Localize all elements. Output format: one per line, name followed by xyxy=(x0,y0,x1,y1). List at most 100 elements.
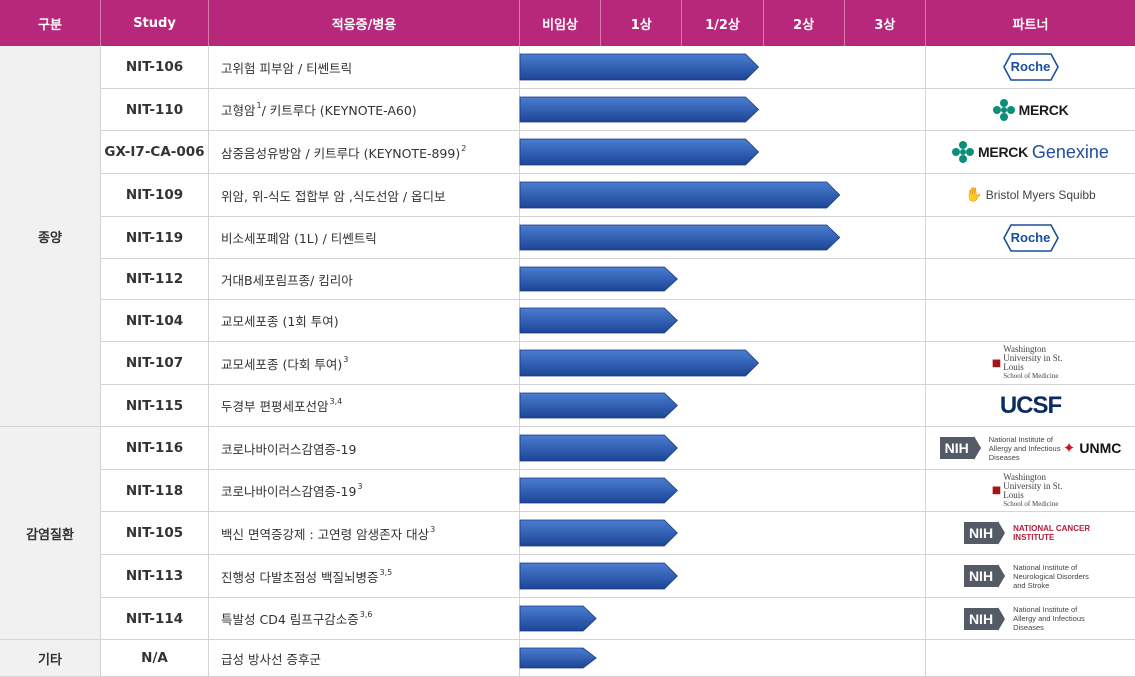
indication-text: 백신 면역증강제 : 고연령 암생존자 대상 xyxy=(221,526,430,542)
partner-cell: NIH National Institute of Neurological Di… xyxy=(926,555,1135,597)
partner-cell: ✋ Bristol Myers Squibb xyxy=(926,174,1135,216)
partner-name: UCSF xyxy=(999,391,1062,419)
phase-cell xyxy=(519,512,926,554)
progress-bar xyxy=(519,519,678,547)
study-id: NIT-106 xyxy=(101,46,209,88)
progress-bar xyxy=(519,434,678,462)
phase-cell xyxy=(519,131,926,173)
study-id: NIT-110 xyxy=(101,89,209,130)
indication-cell: 코로나바이러스감염증-19 3 xyxy=(209,470,520,511)
nih-logo-icon: NIH xyxy=(963,565,999,587)
progress-bar xyxy=(519,224,841,251)
progress-bar xyxy=(519,138,760,166)
table-row: NIT-119 비소세포폐암 (1L) / 티쎈트릭 Roche xyxy=(101,217,1135,259)
partner-sub-name: National Institute of Neurological Disor… xyxy=(1013,562,1089,590)
partner-logo: ■ Washington University in St. Louis Schoo… xyxy=(992,345,1069,381)
indication-text: 삼중음성유방암 / 키트루다 (KEYNOTE-899) xyxy=(221,145,461,161)
phase-cell xyxy=(519,640,926,676)
partner-cell xyxy=(926,259,1135,299)
category-cell: 감염질환 xyxy=(0,427,101,640)
partner-logo: NIH National Institute of Allergy and Inf… xyxy=(939,435,1121,462)
table-row: NIT-109 위암, 위-식도 접합부 암 ,식도선암 / 옵디보 ✋ Bristo… xyxy=(101,174,1135,217)
header-phase: 1상 xyxy=(601,0,683,46)
table-row: NIT-112 거대B세포림프종/ 킴리아 xyxy=(101,259,1135,300)
phase-cell xyxy=(519,342,926,384)
partner-sub-name: NATIONAL CANCER INSTITUTE xyxy=(1013,524,1091,542)
indication-text: 코로나바이러스감염증-19 xyxy=(221,441,357,457)
progress-bar xyxy=(519,562,678,590)
phase-cell xyxy=(519,427,926,469)
phase-cell xyxy=(519,259,926,299)
table-row: NIT-110 고형암 1 / 키트루다 (KEYNOTE-A60) MERCK xyxy=(101,89,1135,131)
indication-text: 고형암 xyxy=(221,103,256,118)
phase-cell xyxy=(519,598,926,639)
header-phase: 3상 xyxy=(844,0,926,46)
roche-logo-icon xyxy=(1002,223,1059,252)
indication-cell: 진행성 다발초점성 백질뇌병증 3,5 xyxy=(209,555,520,597)
progress-bar xyxy=(519,53,760,81)
phase-cell xyxy=(519,89,926,130)
footnote-ref: 2 xyxy=(461,143,467,153)
indication-text: 급성 방사선 증후군 xyxy=(221,651,321,667)
nih-arrow-icon xyxy=(973,436,981,460)
partner-name: Washington University in St. Louis xyxy=(1003,344,1063,372)
partner-name: MERCK xyxy=(978,144,1028,160)
table-row: N/A 급성 방사선 증후군 xyxy=(101,640,1135,677)
phase-cell xyxy=(519,385,926,426)
study-id: NIT-114 xyxy=(101,598,209,639)
partner-cell: MERCK xyxy=(926,89,1135,130)
header-phase: 2상 xyxy=(763,0,845,46)
merck-logo-icon xyxy=(992,98,1015,121)
indication-cell: 백신 면역증강제 : 고연령 암생존자 대상 3 xyxy=(209,512,520,554)
phase-cell xyxy=(519,470,926,511)
partner-cell: ■ Washington University in St. Louis Schoo… xyxy=(926,342,1135,384)
partner-name: Roche xyxy=(1010,229,1051,245)
partner-logo: MERCK xyxy=(992,98,1069,121)
footnote-ref: 3,6 xyxy=(359,610,373,619)
partner-sub-name: National Institute of Allergy and Infect… xyxy=(1013,605,1085,632)
partner-sub-name: School of Medicine xyxy=(1003,499,1059,508)
study-id: NIT-116 xyxy=(101,427,209,469)
indication-cell: 교모세포종 (1회 투여) xyxy=(209,300,520,341)
indication-text: 거대B세포림프종/ 킴리아 xyxy=(221,272,353,288)
partner-logo: ✋ Bristol Myers Squibb xyxy=(965,187,1095,203)
indication-cell: 비소세포폐암 (1L) / 티쎈트릭 xyxy=(209,217,520,258)
partner-logo: Roche xyxy=(1002,53,1059,81)
phase-cell xyxy=(519,174,926,216)
indication-text: 코로나바이러스감염증-19 xyxy=(221,484,357,499)
partner-logo: UCSF xyxy=(999,391,1062,420)
study-id: GX-I7-CA-006 xyxy=(101,131,209,173)
partner-name: Bristol Myers Squibb xyxy=(985,188,1096,202)
table-row: NIT-113 진행성 다발초점성 백질뇌병증 3,5 NIH National Ins… xyxy=(101,555,1135,598)
partner-name: Washington University in St. Louis xyxy=(1003,471,1063,500)
study-id: NIT-112 xyxy=(101,259,209,299)
progress-bar xyxy=(519,96,760,123)
progress-bar xyxy=(519,392,678,419)
indication-cell: 교모세포종 (다회 투여) 3 xyxy=(209,342,520,384)
header-study: Study xyxy=(101,0,209,46)
partner-cell: NIH National Institute of Allergy and Inf… xyxy=(926,598,1135,639)
footnote-ref: 3,4 xyxy=(329,397,343,406)
partner-name: Roche xyxy=(1010,59,1051,74)
bms-logo-icon: ✋ xyxy=(965,187,983,203)
header-partner: 파트너 xyxy=(926,0,1135,46)
partner-logo: NIH NATIONAL CANCER INSTITUTE xyxy=(963,521,1097,545)
indication-text: 비소세포폐암 (1L) / 티쎈트릭 xyxy=(221,231,377,246)
table-row: NIT-115 두경부 편평세포선암 3,4 UCSF xyxy=(101,385,1135,427)
table-row: GX-I7-CA-006 삼중음성유방암 / 키트루다 (KEYNOTE-899)… xyxy=(101,131,1135,174)
indication-cell: 두경부 편평세포선암 3,4 xyxy=(209,385,520,426)
nih-arrow-icon xyxy=(998,521,1006,545)
progress-bar xyxy=(519,477,678,504)
study-id: N/A xyxy=(101,640,209,676)
washu-crest-icon: ■ xyxy=(991,357,1002,369)
indication-text: 두경부 편평세포선암 xyxy=(221,399,329,414)
progress-bar xyxy=(519,605,597,632)
study-id: NIT-119 xyxy=(101,217,209,258)
table-row: NIT-106 고위험 피부암 / 티쎈트릭 Roche xyxy=(101,46,1135,89)
indication-text: 고위험 피부암 / 티쎈트릭 xyxy=(221,60,353,76)
progress-bar xyxy=(519,349,760,377)
footnote-ref: 3 xyxy=(430,524,436,534)
table-row: NIT-105 백신 면역증강제 : 고연령 암생존자 대상 3 NIH NATIONA… xyxy=(101,512,1135,555)
partner-name: MERCK xyxy=(1018,101,1069,118)
